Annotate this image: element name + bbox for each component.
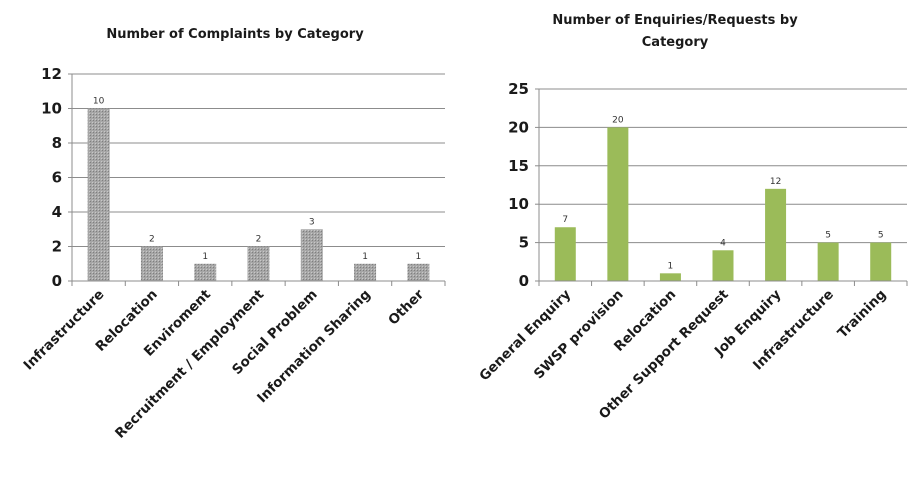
complaints-data-label: 2 xyxy=(256,235,262,245)
complaints-data-label: 2 xyxy=(149,235,155,245)
enquiries-y-tick-label: 25 xyxy=(508,80,529,98)
enquiries-bar xyxy=(607,127,629,282)
complaints-data-label: 10 xyxy=(93,97,105,107)
enquiries-chart-title-line-2: Category xyxy=(641,35,709,50)
enquiries-category-label: Training xyxy=(835,287,890,342)
enquiries-category-label: General Enquiry xyxy=(476,286,574,384)
enquiries-y-tick-label: 20 xyxy=(508,118,529,136)
enquiries-category-label: SWSP provision xyxy=(531,287,627,383)
enquiries-data-label: 5 xyxy=(878,231,884,241)
enquiries-y-tick-label: 5 xyxy=(519,234,529,252)
enquiries-chart-title: Number of Enquiries/Requests by Category xyxy=(510,10,840,54)
complaints-category-label: Other xyxy=(385,286,427,328)
enquiries-bar xyxy=(765,188,787,281)
complaints-bar xyxy=(247,246,270,281)
enquiries-bar xyxy=(870,242,892,281)
complaints-data-label: 3 xyxy=(309,217,315,227)
enquiries-chart-title-line-1: Number of Enquiries/Requests by xyxy=(552,13,798,28)
enquiries-bar xyxy=(712,250,734,281)
enquiries-bar xyxy=(817,242,839,281)
complaints-bar xyxy=(407,263,430,281)
complaints-bar xyxy=(87,108,110,281)
enquiries-chart: Number of Enquiries/Requests by Category… xyxy=(455,0,917,480)
enquiries-data-label: 12 xyxy=(770,177,781,187)
enquiries-data-label: 1 xyxy=(668,261,674,271)
complaints-data-label: 1 xyxy=(202,252,208,262)
enquiries-y-tick-label: 10 xyxy=(508,195,529,213)
complaints-y-tick-label: 10 xyxy=(41,100,62,118)
complaints-bar xyxy=(194,263,217,281)
enquiries-data-label: 4 xyxy=(720,238,726,248)
enquiries-bar xyxy=(554,227,576,281)
complaints-category-label: Infrastructure xyxy=(21,287,108,374)
complaints-category-label: Information Sharing xyxy=(254,287,374,407)
complaints-data-label: 1 xyxy=(362,252,368,262)
complaints-y-tick-label: 8 xyxy=(52,134,62,152)
complaints-chart-title: Number of Complaints by Category xyxy=(106,27,364,42)
complaints-bar xyxy=(354,263,377,281)
enquiries-bar xyxy=(659,273,681,281)
enquiries-data-label: 5 xyxy=(825,231,831,241)
complaints-y-tick-label: 12 xyxy=(41,65,62,83)
complaints-chart: Number of Complaints by Category 0 2 4 6 8 10… xyxy=(0,0,450,480)
complaints-y-tick-label: 4 xyxy=(52,203,62,221)
complaints-y-tick-label: 6 xyxy=(52,169,62,187)
complaints-data-label: 1 xyxy=(415,252,421,262)
enquiries-data-label: 7 xyxy=(562,215,568,225)
enquiries-data-label: 20 xyxy=(612,115,624,125)
complaints-bar xyxy=(140,246,163,281)
complaints-y-tick-label: 2 xyxy=(52,238,62,256)
complaints-y-tick-label: 0 xyxy=(52,272,62,290)
complaints-bar xyxy=(300,229,323,281)
enquiries-y-tick-label: 0 xyxy=(519,272,529,290)
enquiries-y-tick-label: 15 xyxy=(508,157,529,175)
